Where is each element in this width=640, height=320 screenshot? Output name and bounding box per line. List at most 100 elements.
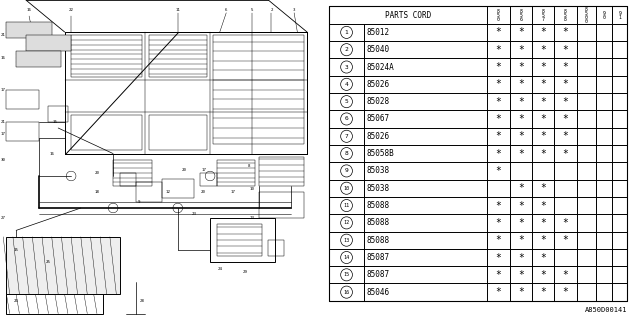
Bar xyxy=(532,284,554,301)
Bar xyxy=(364,93,487,110)
Text: 20: 20 xyxy=(201,190,206,194)
Text: *: * xyxy=(518,148,524,159)
Bar xyxy=(6,90,39,109)
Bar xyxy=(596,110,612,128)
Bar xyxy=(6,294,104,314)
Text: 16: 16 xyxy=(49,152,54,156)
Bar xyxy=(554,58,577,76)
Bar xyxy=(213,35,304,144)
Bar xyxy=(487,162,509,180)
Bar xyxy=(487,6,509,24)
Bar xyxy=(554,41,577,58)
Bar xyxy=(487,145,509,162)
Text: *: * xyxy=(495,235,502,245)
Bar xyxy=(554,93,577,110)
Text: 20: 20 xyxy=(95,171,99,175)
Text: *: * xyxy=(540,148,546,159)
Bar xyxy=(148,115,207,150)
Bar xyxy=(71,115,142,150)
Bar xyxy=(596,180,612,197)
Text: *: * xyxy=(540,97,546,107)
Bar xyxy=(532,76,554,93)
Text: *: * xyxy=(518,252,524,262)
Text: 29: 29 xyxy=(243,270,248,274)
Text: *: * xyxy=(518,114,524,124)
Bar xyxy=(330,128,364,145)
Text: 8
5
8: 8 5 8 xyxy=(564,9,567,21)
Bar xyxy=(532,58,554,76)
Bar xyxy=(364,24,487,41)
Text: 85026: 85026 xyxy=(367,132,390,141)
Text: *: * xyxy=(518,79,524,89)
Text: 85024A: 85024A xyxy=(367,62,394,71)
Bar xyxy=(612,76,627,93)
Text: *: * xyxy=(518,97,524,107)
Bar xyxy=(364,266,487,284)
Polygon shape xyxy=(26,35,71,51)
Bar xyxy=(532,162,554,180)
Bar xyxy=(364,76,487,93)
Bar xyxy=(554,76,577,93)
Bar xyxy=(49,106,68,122)
Text: *: * xyxy=(540,270,546,280)
Text: 85038: 85038 xyxy=(367,166,390,175)
Bar xyxy=(364,128,487,145)
Bar xyxy=(364,145,487,162)
Text: *: * xyxy=(495,218,502,228)
Bar xyxy=(532,145,554,162)
Text: 17: 17 xyxy=(201,168,206,172)
Bar xyxy=(330,180,364,197)
Text: *: * xyxy=(540,183,546,193)
Bar xyxy=(554,214,577,232)
Bar xyxy=(330,214,364,232)
Bar xyxy=(532,93,554,110)
Bar xyxy=(330,284,364,301)
Bar xyxy=(509,128,532,145)
Bar xyxy=(532,41,554,58)
Bar xyxy=(268,240,284,256)
Text: 8
5
0: 8 5 0 xyxy=(497,9,500,21)
Bar xyxy=(532,214,554,232)
Text: 85087: 85087 xyxy=(367,270,390,279)
Text: *: * xyxy=(495,287,502,297)
Bar xyxy=(577,24,596,41)
Bar xyxy=(487,110,509,128)
Text: *: * xyxy=(540,235,546,245)
Text: *: * xyxy=(563,114,568,124)
Bar xyxy=(487,41,509,58)
Bar xyxy=(509,249,532,266)
Bar xyxy=(577,58,596,76)
Text: 11: 11 xyxy=(175,8,180,12)
Bar xyxy=(259,157,304,186)
Text: 17: 17 xyxy=(230,190,236,194)
Bar xyxy=(596,76,612,93)
Text: *: * xyxy=(540,218,546,228)
Text: *: * xyxy=(495,201,502,211)
Bar xyxy=(577,266,596,284)
Bar xyxy=(200,173,216,186)
Bar xyxy=(612,6,627,24)
Text: *: * xyxy=(495,148,502,159)
Text: *: * xyxy=(518,218,524,228)
Bar xyxy=(487,249,509,266)
Text: *: * xyxy=(518,183,524,193)
Bar xyxy=(577,284,596,301)
Text: *: * xyxy=(518,131,524,141)
Text: 13: 13 xyxy=(250,216,255,220)
Text: 11: 11 xyxy=(344,203,349,208)
Bar xyxy=(487,58,509,76)
Text: *: * xyxy=(563,287,568,297)
Text: *: * xyxy=(495,131,502,141)
Text: 85026: 85026 xyxy=(367,80,390,89)
Bar xyxy=(577,128,596,145)
Text: *: * xyxy=(518,45,524,55)
Text: 12: 12 xyxy=(344,220,349,225)
Bar xyxy=(330,110,364,128)
Bar xyxy=(554,110,577,128)
Bar xyxy=(509,24,532,41)
Text: 4: 4 xyxy=(345,82,348,87)
Text: 23: 23 xyxy=(191,212,196,216)
Bar xyxy=(612,232,627,249)
Bar xyxy=(509,180,532,197)
Bar xyxy=(364,110,487,128)
